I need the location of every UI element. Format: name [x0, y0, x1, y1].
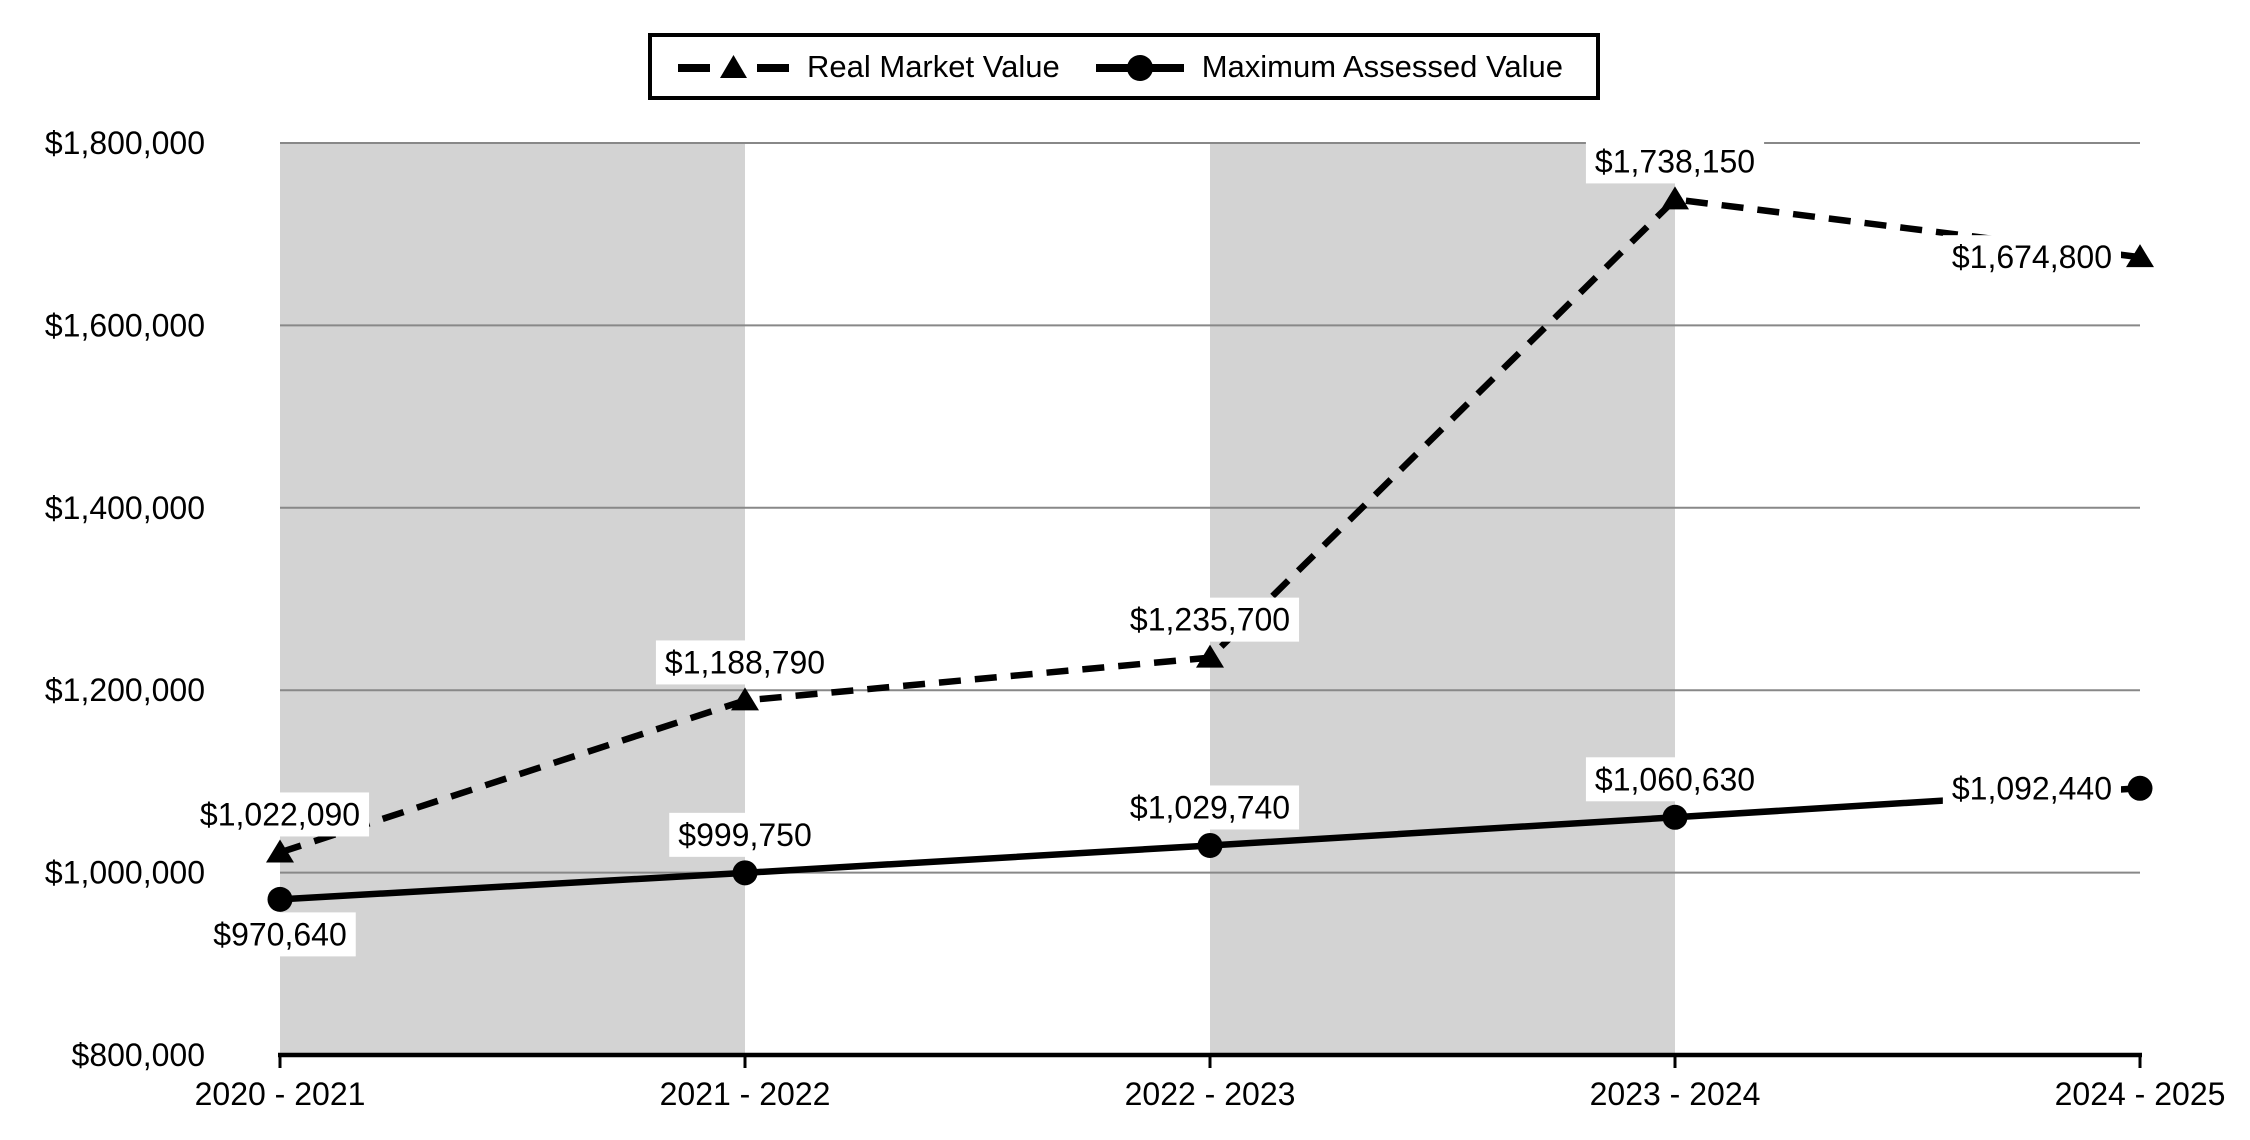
plot-band — [280, 143, 745, 1055]
data-label-background — [1120, 597, 1300, 642]
solid-line-circle-marker-icon — [1095, 54, 1184, 81]
triangle-marker-icon — [2126, 244, 2154, 268]
triangle-marker-icon — [1196, 644, 1224, 668]
data-label-background — [1585, 757, 1765, 802]
triangle-marker-icon — [1661, 186, 1689, 210]
data-label: $1,188,790 — [665, 644, 825, 680]
data-label: $999,750 — [678, 817, 811, 853]
data-label-background — [190, 792, 370, 837]
y-axis-tick-label: $800,000 — [72, 1037, 205, 1073]
circle-marker-icon — [1662, 804, 1688, 830]
data-label: $970,640 — [213, 916, 346, 952]
triangle-marker-icon — [266, 839, 294, 863]
y-axis-tick-label: $1,200,000 — [45, 672, 205, 708]
x-axis-tick-label: 2023 - 2024 — [1590, 1076, 1761, 1112]
data-label: $1,092,440 — [1952, 770, 2112, 806]
legend-label-maximum-assessed-value: Maximum Assessed Value — [1201, 48, 1563, 84]
data-label: $1,738,150 — [1595, 143, 1755, 179]
x-axis-tick-label: 2022 - 2023 — [1125, 1076, 1296, 1112]
data-label: $1,235,700 — [1130, 602, 1290, 638]
y-axis-tick-label: $1,000,000 — [45, 855, 205, 891]
data-label-background — [655, 640, 835, 685]
data-label-background — [669, 812, 821, 857]
y-axis-tick-label: $1,600,000 — [45, 307, 205, 343]
x-axis-tick-label: 2024 - 2025 — [2055, 1076, 2226, 1112]
y-axis-tick-label: $1,400,000 — [45, 490, 205, 526]
data-label-background — [1120, 785, 1300, 830]
data-label-background — [1585, 139, 1765, 184]
data-label: $1,674,800 — [1952, 239, 2112, 275]
legend-item-real-market-value: Real Market Value — [676, 49, 1060, 85]
triangle-marker-icon — [731, 687, 759, 711]
legend-item-maximum-assessed-value: Maximum Assessed Value — [1094, 49, 1563, 85]
circle-marker-icon — [1197, 832, 1223, 858]
data-label: $1,029,740 — [1130, 789, 1290, 825]
x-axis-tick-label: 2020 - 2021 — [195, 1076, 366, 1112]
data-label-background — [1942, 235, 2121, 280]
circle-marker-icon — [267, 886, 293, 912]
circle-marker-icon — [2127, 775, 2153, 801]
x-axis-tick-label: 2021 - 2022 — [660, 1076, 831, 1112]
data-label-background — [1942, 766, 2121, 811]
legend-label-real-market-value: Real Market Value — [807, 48, 1060, 84]
circle-marker-icon — [732, 860, 758, 886]
dashed-line-triangle-marker-icon — [678, 54, 789, 78]
data-label: $1,022,090 — [200, 796, 360, 832]
legend: Real Market Value Maximum Assessed Value — [648, 33, 1600, 100]
data-label: $1,060,630 — [1595, 761, 1755, 797]
y-axis-tick-label: $1,800,000 — [45, 125, 205, 161]
data-label-background — [204, 912, 356, 957]
